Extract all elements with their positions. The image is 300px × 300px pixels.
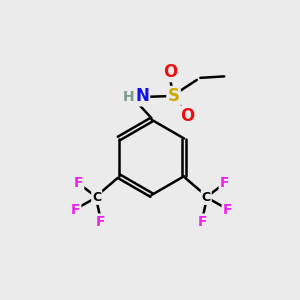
Text: O: O — [163, 63, 177, 81]
Text: F: F — [95, 214, 105, 229]
Text: F: F — [223, 203, 232, 217]
Text: O: O — [180, 107, 194, 125]
Text: N: N — [135, 87, 149, 105]
Text: F: F — [74, 176, 83, 190]
Text: C: C — [202, 191, 211, 204]
Text: S: S — [168, 87, 180, 105]
Text: H: H — [123, 90, 134, 104]
Text: F: F — [71, 203, 80, 217]
Text: F: F — [220, 176, 229, 190]
Text: C: C — [92, 191, 101, 204]
Text: F: F — [198, 214, 207, 229]
